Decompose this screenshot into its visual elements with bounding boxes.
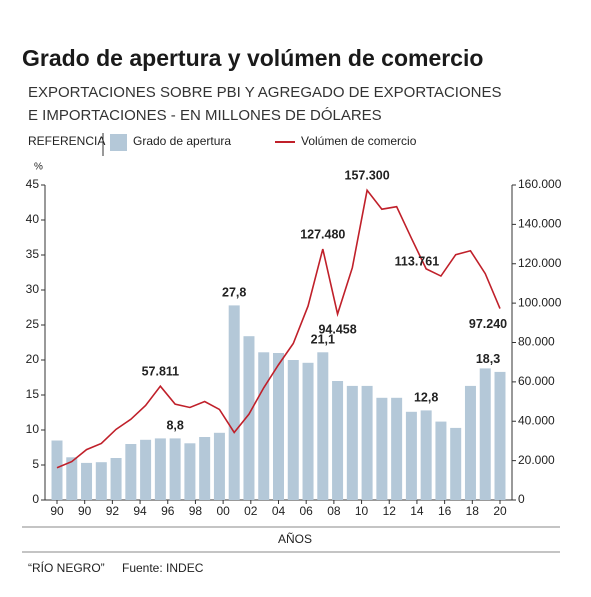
legend-title: REFERENCIA (28, 134, 105, 148)
bar (391, 397, 403, 500)
x-tick-label: 08 (327, 504, 341, 518)
data-label: 21,1 (311, 333, 335, 347)
bar (243, 336, 255, 500)
x-tick-label: 20 (493, 504, 507, 518)
bar (140, 439, 152, 500)
data-label: 27,8 (222, 286, 246, 300)
bar (479, 368, 491, 500)
x-tick-label: 04 (272, 504, 286, 518)
y2-tick-label: 20.000 (518, 453, 555, 467)
bar (302, 362, 314, 500)
data-label: 97.240 (469, 317, 507, 331)
bar (464, 385, 476, 500)
bar (287, 360, 299, 500)
y2-tick-label: 80.000 (518, 335, 555, 349)
bar (154, 438, 166, 500)
footer: “RÍO NEGRO” (28, 560, 105, 575)
footer: Fuente: INDEC (122, 561, 204, 575)
bar (346, 385, 358, 500)
bar (376, 397, 388, 500)
x-tick-label: 94 (133, 504, 147, 518)
bar (258, 352, 270, 500)
y-tick-label: 0 (32, 492, 39, 506)
x-tick-label: 90 (78, 504, 92, 518)
bar (66, 457, 78, 500)
line (56, 188, 501, 469)
bar (199, 437, 211, 500)
subtitle: EXPORTACIONES SOBRE PBI Y AGREGADO DE EX… (28, 84, 501, 101)
bar (435, 421, 447, 500)
x-tick-label: 10 (355, 504, 369, 518)
bar (213, 432, 225, 500)
x-tick-label: 00 (216, 504, 230, 518)
y2-tick-label: 160.000 (518, 177, 562, 191)
bar (169, 438, 181, 500)
bar (361, 385, 373, 500)
bar (125, 444, 137, 500)
data-label: 12,8 (414, 391, 438, 405)
bar (110, 458, 122, 500)
data-label: 57.811 (142, 364, 180, 378)
x-tick-label: 14 (410, 504, 424, 518)
y-tick-label: 30 (26, 282, 40, 296)
x-tick-label: 98 (189, 504, 203, 518)
data-label: 157.300 (345, 169, 390, 183)
data-label: 8,8 (166, 419, 183, 433)
bar (405, 411, 417, 500)
x-tick-label: 96 (161, 504, 175, 518)
bar (273, 353, 284, 500)
chart-title: Grado de apertura y volúmen de comercio (22, 45, 483, 71)
data-label: 113.761 (395, 254, 440, 268)
legend-label: Volúmen de comercio (301, 134, 417, 148)
bar (494, 371, 506, 500)
subtitle: E IMPORTACIONES - EN MILLONES DE DÓLARES (28, 107, 382, 124)
y2-tick-label: 40.000 (518, 413, 555, 427)
x-tick-label: 18 (466, 504, 480, 518)
y2-tick-label: 120.000 (518, 256, 562, 270)
bar (81, 462, 93, 500)
bar (95, 462, 107, 500)
y2-tick-label: 60.000 (518, 374, 555, 388)
bar (51, 440, 63, 500)
y-tick-label: 15 (26, 387, 40, 401)
data-label: 127.480 (300, 227, 345, 241)
y-tick-label: 40 (26, 212, 40, 226)
y2-tick-label: 100.000 (518, 295, 562, 309)
legend-label: Grado de apertura (133, 134, 231, 148)
x-tick-label: 90 (50, 504, 64, 518)
bar (420, 410, 432, 500)
x-tick-label: 02 (244, 504, 258, 518)
data-label: 18,3 (476, 352, 500, 366)
legend-swatch (110, 134, 127, 151)
y2-tick-label: 0 (518, 492, 525, 506)
x-tick-label: 06 (300, 504, 314, 518)
y-tick-label: 25 (26, 317, 40, 331)
y2-tick-label: 140.000 (518, 217, 562, 231)
bar (332, 381, 344, 500)
y-axis-label: % (34, 162, 43, 173)
bar (228, 305, 240, 500)
bar (317, 352, 329, 500)
y-tick-label: 20 (26, 352, 40, 366)
bar (184, 443, 196, 500)
y-tick-label: 5 (32, 457, 39, 471)
x-tick-label: 12 (383, 504, 397, 518)
y-tick-label: 10 (26, 422, 40, 436)
data-label: 94.458 (318, 322, 356, 336)
x-tick-label: 16 (438, 504, 452, 518)
y-tick-label: 45 (26, 177, 40, 191)
x-tick-label: 92 (106, 504, 120, 518)
y-tick-label: 35 (26, 247, 40, 261)
x-axis-label: AÑOS (278, 532, 312, 546)
bar (450, 427, 462, 500)
